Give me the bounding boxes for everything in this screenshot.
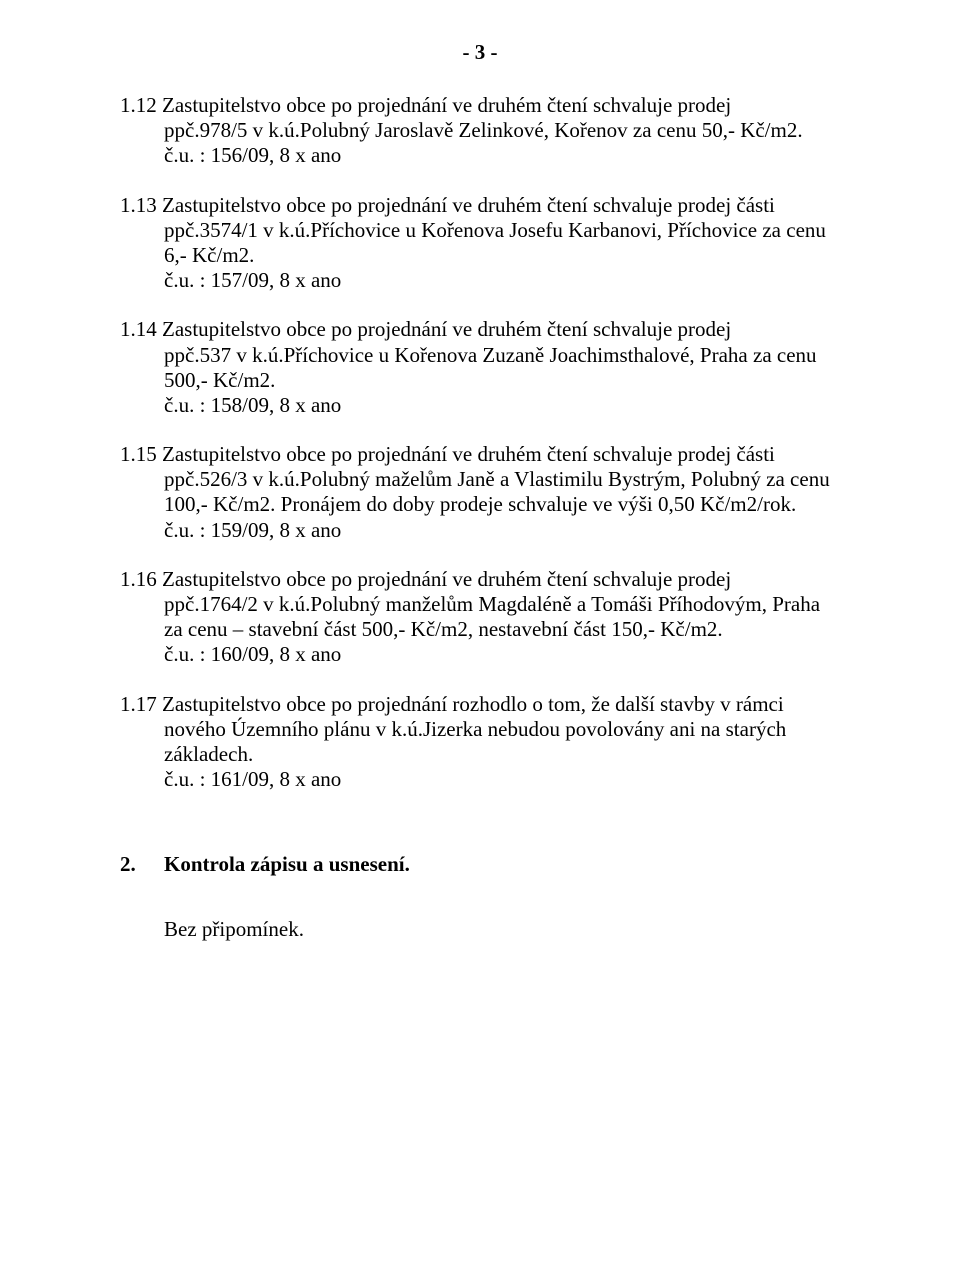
item-body: nového Územního plánu v k.ú.Jizerka nebu… bbox=[120, 717, 840, 767]
item-number: 1.17 bbox=[120, 692, 157, 716]
section-title: Kontrola zápisu a usnesení. bbox=[164, 852, 410, 876]
item-body: ppč.3574/1 v k.ú.Příchovice u Kořenova J… bbox=[120, 218, 840, 268]
page-number: - 3 - bbox=[120, 40, 840, 65]
item-body: ppč.978/5 v k.ú.Polubný Jaroslavě Zelink… bbox=[120, 118, 840, 143]
item-body: ppč.1764/2 v k.ú.Polubný manželům Magdal… bbox=[120, 592, 840, 642]
item-number: 1.15 bbox=[120, 442, 157, 466]
item-number: 1.12 bbox=[120, 93, 157, 117]
section-number: 2. bbox=[120, 852, 164, 877]
item-body: ppč.537 v k.ú.Příchovice u Kořenova Zuza… bbox=[120, 343, 840, 393]
item-line1: Zastupitelstvo obce po projednání ve dru… bbox=[157, 442, 775, 466]
item-line1: Zastupitelstvo obce po projednání ve dru… bbox=[157, 193, 775, 217]
resolution-item: 1.16 Zastupitelstvo obce po projednání v… bbox=[120, 567, 840, 668]
section-heading: 2.Kontrola zápisu a usnesení. bbox=[120, 852, 840, 877]
item-body: ppč.526/3 v k.ú.Polubný maželům Janě a V… bbox=[120, 467, 840, 517]
resolution-item: 1.13 Zastupitelstvo obce po projednání v… bbox=[120, 193, 840, 294]
item-line1: Zastupitelstvo obce po projednání rozhod… bbox=[157, 692, 784, 716]
item-line1: Zastupitelstvo obce po projednání ve dru… bbox=[157, 317, 731, 341]
item-ref: č.u. : 160/09, 8 x ano bbox=[120, 642, 840, 667]
item-number: 1.14 bbox=[120, 317, 157, 341]
item-ref: č.u. : 158/09, 8 x ano bbox=[120, 393, 840, 418]
resolution-item: 1.17 Zastupitelstvo obce po projednání r… bbox=[120, 692, 840, 793]
item-ref: č.u. : 159/09, 8 x ano bbox=[120, 518, 840, 543]
item-line1: Zastupitelstvo obce po projednání ve dru… bbox=[157, 93, 731, 117]
item-ref: č.u. : 157/09, 8 x ano bbox=[120, 268, 840, 293]
item-number: 1.13 bbox=[120, 193, 157, 217]
resolution-item: 1.15 Zastupitelstvo obce po projednání v… bbox=[120, 442, 840, 543]
item-ref: č.u. : 156/09, 8 x ano bbox=[120, 143, 840, 168]
item-ref: č.u. : 161/09, 8 x ano bbox=[120, 767, 840, 792]
item-number: 1.16 bbox=[120, 567, 157, 591]
resolution-item: 1.14 Zastupitelstvo obce po projednání v… bbox=[120, 317, 840, 418]
resolution-item: 1.12 Zastupitelstvo obce po projednání v… bbox=[120, 93, 840, 169]
section-note: Bez připomínek. bbox=[120, 917, 840, 942]
item-line1: Zastupitelstvo obce po projednání ve dru… bbox=[157, 567, 731, 591]
